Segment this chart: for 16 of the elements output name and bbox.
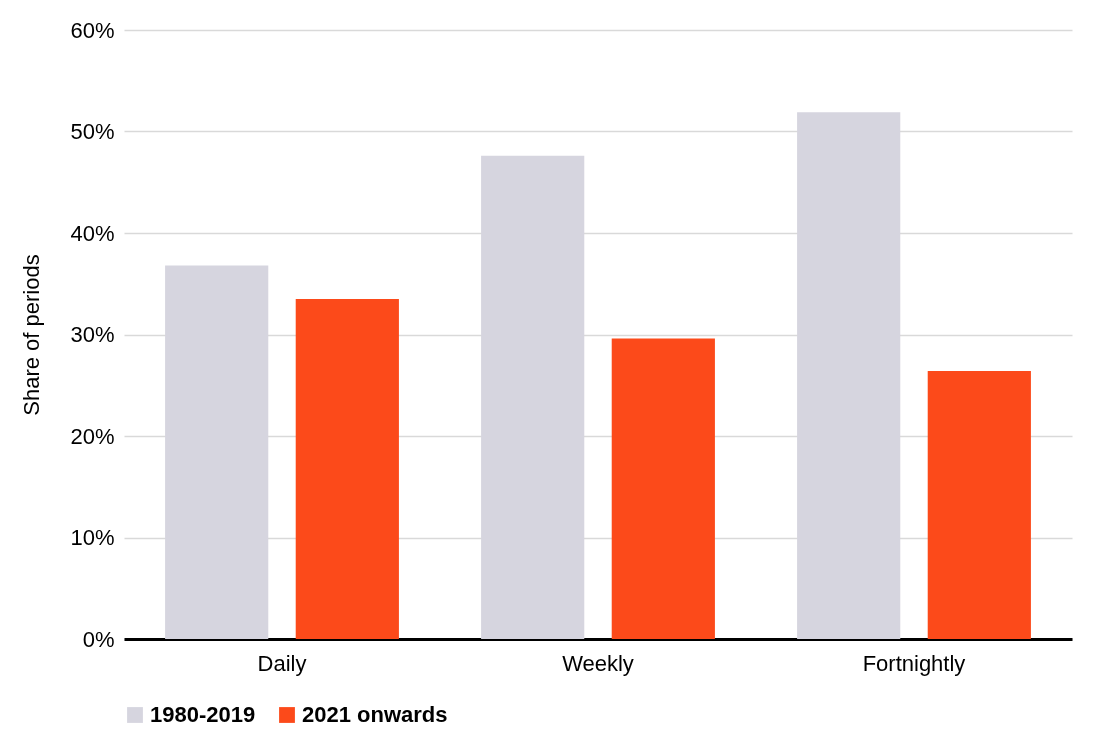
y-tick-label: 60% — [70, 17, 115, 43]
x-tick-label: Weekly — [562, 650, 634, 676]
y-tick-label: 10% — [70, 525, 115, 550]
y-tick-label: 20% — [70, 423, 115, 449]
legend-label: 2021 onwards — [302, 702, 448, 727]
bar — [295, 298, 399, 639]
bar — [611, 338, 715, 639]
y-tick-label: 50% — [70, 119, 115, 144]
legend-label: 1980-2019 — [150, 702, 256, 727]
y-tick-label: 40% — [70, 220, 115, 246]
y-tick-label: 0% — [82, 626, 115, 652]
bar — [927, 371, 1031, 639]
y-tick-label: 30% — [70, 322, 115, 347]
y-axis-title: Share of periods — [19, 254, 45, 416]
x-tick-label: Daily — [257, 650, 307, 676]
x-tick-label: Fortnightly — [862, 650, 966, 676]
